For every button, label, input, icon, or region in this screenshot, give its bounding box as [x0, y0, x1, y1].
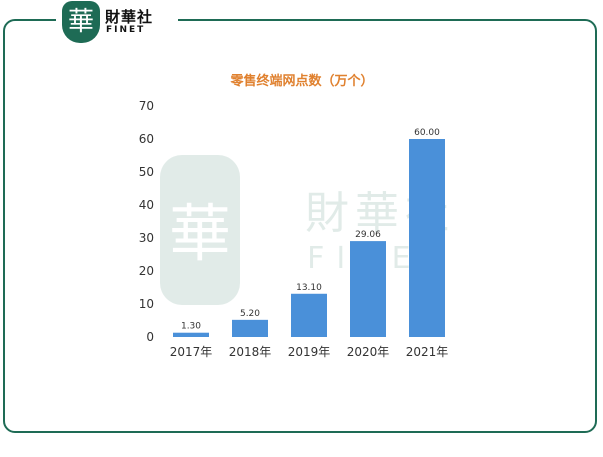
bars: [173, 139, 445, 337]
y-tick-label: 20: [139, 264, 154, 278]
y-tick-label: 0: [146, 330, 154, 344]
y-tick-label: 60: [139, 132, 154, 146]
x-tick-label: 2021年: [406, 345, 449, 359]
bar: [409, 139, 445, 337]
watermark-mark-shape: [160, 155, 240, 305]
y-tick-label: 40: [139, 198, 154, 212]
y-tick-label: 30: [139, 231, 154, 245]
logo-name-cn: 財華社: [105, 8, 154, 26]
bar: [173, 332, 209, 337]
x-tick-label: 2020年: [347, 345, 390, 359]
data-label: 5.20: [240, 309, 260, 319]
data-label: 13.10: [296, 283, 322, 293]
chart-frame: [3, 19, 597, 433]
data-labels: 1.30 5.20 13.10 29.06 60.00: [181, 128, 440, 332]
chart-title: 零售终端网点数（万个）: [229, 73, 373, 89]
y-axis: 0 10 20 30 40 50 60 70: [139, 99, 154, 344]
x-tick-label: 2018年: [229, 345, 272, 359]
x-tick-label: 2017年: [170, 345, 213, 359]
finet-logo-icon: 華: [62, 1, 100, 43]
data-label: 60.00: [414, 128, 440, 138]
logo-name-en: FINET: [106, 25, 146, 35]
y-tick-label: 70: [139, 99, 154, 113]
y-tick-label: 50: [139, 165, 154, 179]
data-label: 29.06: [355, 230, 381, 240]
x-axis: 2017年 2018年 2019年 2020年 2021年: [170, 345, 449, 359]
bar: [350, 241, 386, 337]
y-tick-label: 10: [139, 297, 154, 311]
bar: [291, 293, 327, 337]
x-tick-label: 2019年: [288, 345, 331, 359]
watermark-mark: 華: [169, 197, 231, 270]
data-label: 1.30: [181, 322, 201, 332]
bar: [232, 319, 268, 337]
